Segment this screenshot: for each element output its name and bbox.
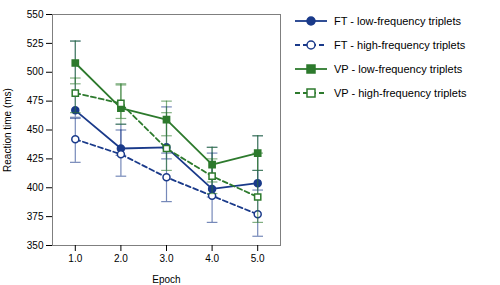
html-text:FT - low-frequency triplets: FT - low-frequency triplets bbox=[334, 15, 461, 27]
svg-text:375: 375 bbox=[27, 211, 44, 222]
html-text:FT - high-frequency triplets: FT - high-frequency triplets bbox=[334, 39, 466, 51]
svg-text:350: 350 bbox=[27, 240, 44, 251]
svg-text:4.0: 4.0 bbox=[205, 253, 219, 264]
svg-text:5.0: 5.0 bbox=[251, 253, 265, 264]
svg-text:Epoch: Epoch bbox=[152, 274, 180, 285]
svg-text:475: 475 bbox=[27, 95, 44, 106]
html-text:VP - high-frequency triplets: VP - high-frequency triplets bbox=[334, 87, 467, 99]
svg-text:400: 400 bbox=[27, 182, 44, 193]
svg-text:Reaction time (ms): Reaction time (ms) bbox=[2, 88, 13, 172]
svg-text:1.0: 1.0 bbox=[68, 253, 82, 264]
html-text:VP - low-frequency triplets: VP - low-frequency triplets bbox=[334, 63, 463, 75]
svg-text:500: 500 bbox=[27, 66, 44, 77]
svg-text:3.0: 3.0 bbox=[160, 253, 174, 264]
svg-text:550: 550 bbox=[27, 9, 44, 20]
svg-text:425: 425 bbox=[27, 153, 44, 164]
svg-text:525: 525 bbox=[27, 38, 44, 49]
svg-text:2.0: 2.0 bbox=[114, 253, 128, 264]
svg-text:450: 450 bbox=[27, 124, 44, 135]
